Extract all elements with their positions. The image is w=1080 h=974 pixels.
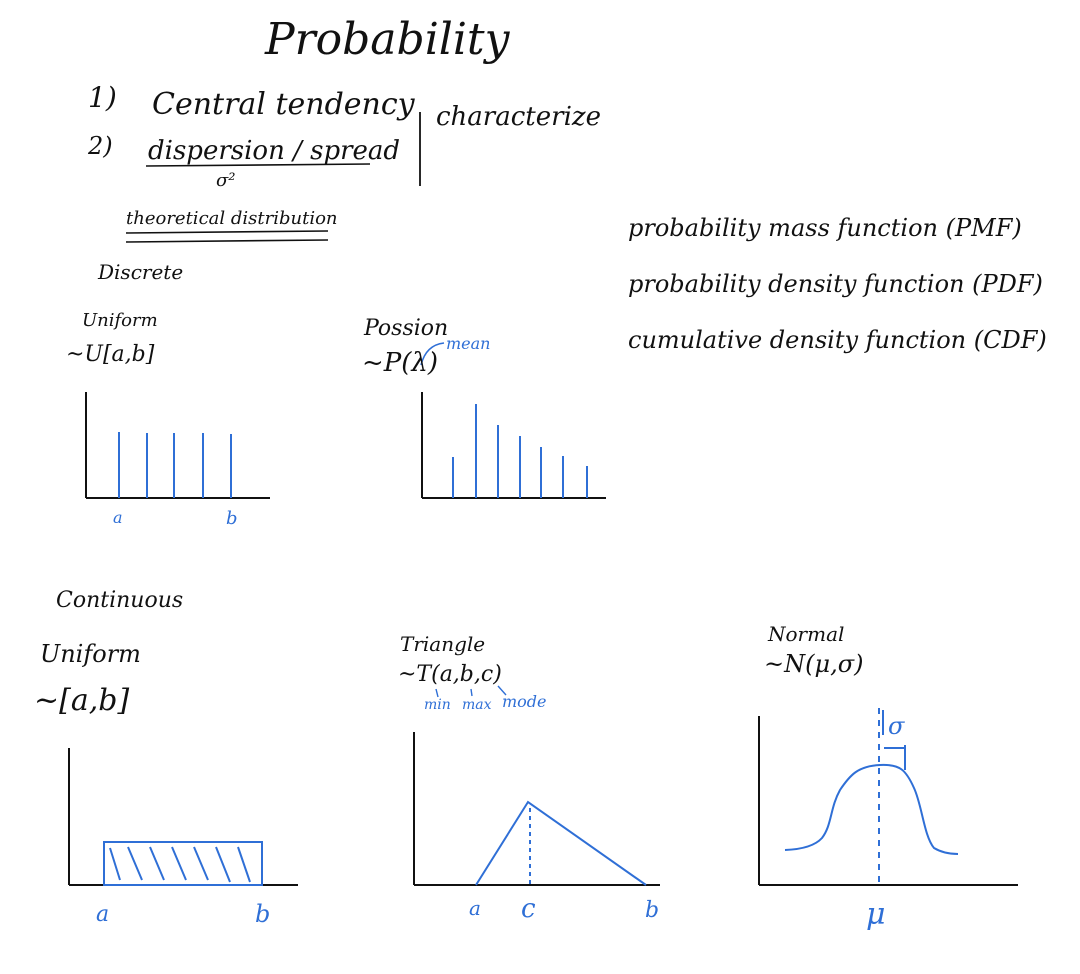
discrete-uniform-label-a: a bbox=[113, 508, 123, 527]
item-1-number: 1) bbox=[88, 81, 117, 114]
discrete-uniform-name: Uniform bbox=[82, 310, 158, 331]
normal-mu-label: μ bbox=[866, 897, 886, 932]
theoretical-underline-2 bbox=[125, 239, 329, 243]
function-cdf: cumulative density function (CDF) bbox=[628, 326, 1047, 354]
triangle-label-c: c bbox=[521, 894, 536, 924]
poisson-axes bbox=[421, 392, 606, 499]
normal-name: Normal bbox=[768, 622, 845, 646]
triangle-subscript-ticks bbox=[435, 685, 507, 698]
triangle-density bbox=[475, 800, 647, 886]
triangle-notation: ~T(a,b,c) bbox=[398, 662, 502, 687]
triangle-label-b: b bbox=[645, 898, 660, 923]
continuous-uniform-label-b: b bbox=[255, 900, 271, 928]
page-title: Probability bbox=[265, 14, 510, 65]
normal-density bbox=[784, 708, 959, 885]
triangle-sub-min: min bbox=[424, 697, 451, 713]
item-1-text: Central tendency bbox=[152, 87, 415, 122]
triangle-name: Triangle bbox=[400, 632, 486, 656]
sigma-squared: σ² bbox=[216, 170, 236, 191]
item-2-number: 2) bbox=[88, 132, 113, 160]
function-pmf: probability mass function (PMF) bbox=[628, 214, 1022, 242]
continuous-uniform-notation: ~[a,b] bbox=[34, 683, 130, 718]
theoretical-heading: theoretical distribution bbox=[126, 208, 338, 229]
triangle-sub-max: max bbox=[462, 697, 492, 713]
poisson-bars bbox=[452, 404, 588, 498]
normal-sigma-label: σ bbox=[888, 712, 905, 740]
discrete-heading: Discrete bbox=[98, 260, 184, 284]
normal-notation: ~N(μ,σ) bbox=[764, 650, 864, 678]
item-2-text: dispersion / spread bbox=[148, 136, 401, 166]
poisson-mean-annotation: mean bbox=[446, 334, 491, 353]
discrete-uniform-bars bbox=[118, 432, 232, 498]
triangle-sub-mode: mode bbox=[502, 692, 547, 711]
discrete-uniform-axes bbox=[85, 392, 270, 499]
triangle-label-a: a bbox=[469, 896, 481, 920]
mean-arrow bbox=[420, 342, 445, 366]
discrete-uniform-label-b: b bbox=[226, 508, 238, 529]
continuous-uniform-name: Uniform bbox=[40, 640, 141, 668]
theoretical-underline-1 bbox=[125, 230, 329, 234]
poisson-name: Possion bbox=[364, 316, 449, 341]
bracket-label: characterize bbox=[436, 102, 601, 132]
continuous-uniform-label-a: a bbox=[96, 902, 110, 927]
uniform-density-box bbox=[103, 841, 263, 886]
normal-axes bbox=[758, 716, 1018, 886]
dispersion-underline bbox=[145, 163, 371, 167]
function-pdf: probability density function (PDF) bbox=[628, 270, 1043, 298]
triangle-axes bbox=[413, 732, 660, 886]
poisson-notation: ~P(λ) bbox=[362, 348, 439, 378]
discrete-uniform-notation: ~U[a,b] bbox=[66, 342, 155, 367]
continuous-heading: Continuous bbox=[56, 588, 184, 613]
